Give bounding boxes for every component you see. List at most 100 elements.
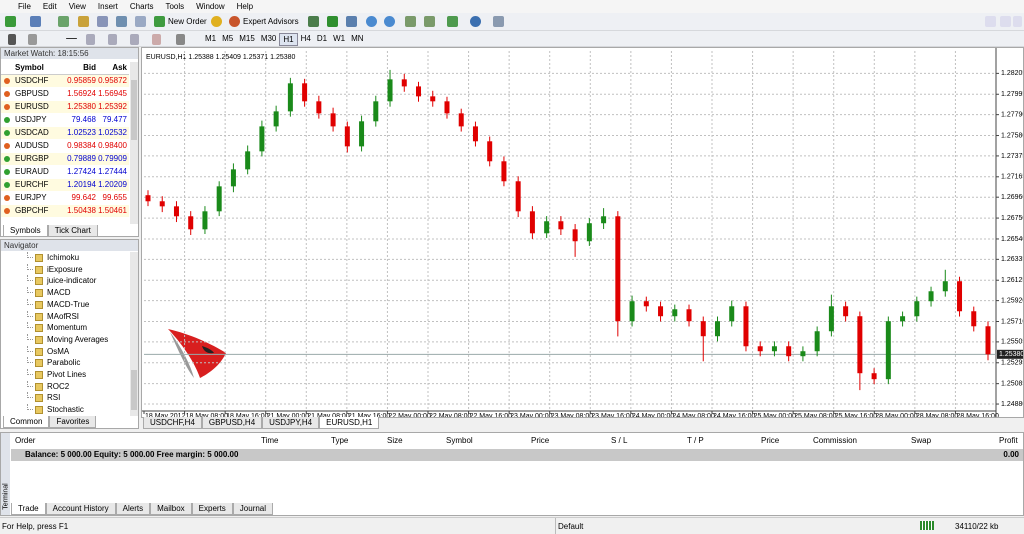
terminal-tab[interactable]: Trade [11,503,46,515]
expert-advisors-button[interactable]: Expert Advisors [243,17,299,26]
quote-row[interactable]: EURAUD 1.27424 1.27444 [1,166,129,178]
navigator-item[interactable]: Ichimoku [1,252,129,264]
panel-tab[interactable]: Tick Chart [47,225,98,237]
quote-icon [4,156,10,162]
chart-tab[interactable]: USDCHF,H4 [143,417,202,429]
timeframe-button[interactable]: D1 [316,34,328,43]
navigator-item[interactable]: Moving Averages [1,333,129,346]
metaeditor-icon[interactable] [211,16,222,27]
timeframe-button[interactable]: W1 [333,34,346,43]
profiles-icon[interactable] [30,16,41,27]
data-window-icon[interactable] [78,16,89,27]
zoom-out-icon[interactable] [384,16,395,27]
tile-icon[interactable] [405,16,416,27]
navigator-item[interactable]: OsMA [1,345,129,358]
timeframe-button[interactable]: M30 [260,34,277,43]
y-tick-label: 1.26125 [1001,277,1024,284]
quote-row[interactable]: USDJPY 79.468 79.477 [1,114,129,126]
templates-icon[interactable] [493,16,504,27]
navigator-tabs: Common Favorites [3,416,97,428]
arrows-tool[interactable] [176,34,185,45]
line-chart-icon[interactable] [346,16,357,27]
terminal-tab[interactable]: Mailbox [150,503,192,515]
quote-row[interactable]: GBPCHF 1.50438 1.50461 [1,205,129,217]
expert-advisors-icon[interactable] [229,16,240,27]
close-button[interactable] [1013,16,1022,27]
crosshair-tool[interactable] [28,34,37,45]
candle-body [344,126,350,147]
column-header: Commission [813,436,858,445]
hline-tool[interactable] [66,38,77,39]
menu-item[interactable]: Edit [42,2,57,11]
restore-button[interactable] [1000,16,1011,27]
menu-item[interactable]: View [68,2,86,11]
zoom-in-icon[interactable] [366,16,377,27]
menu-item[interactable]: Window [196,2,225,11]
tester-icon[interactable] [135,16,146,27]
channel-tool[interactable] [108,34,117,45]
quote-row[interactable]: EURJPY 99.642 99.655 [1,192,129,204]
candle-body [928,291,934,302]
text-tool[interactable] [152,34,161,45]
navigator-item[interactable]: MACD [1,287,129,299]
navigator-item[interactable]: Stochastic [1,404,129,414]
minimize-button[interactable] [985,16,996,27]
navigator-item[interactable]: ROC2 [1,380,129,393]
fibo-tool[interactable] [130,34,139,45]
scrollbar[interactable] [130,62,138,224]
quote-row[interactable]: AUDUSD 0.98384 0.98400 [1,140,129,152]
navigator-item[interactable]: MACD-True [1,298,129,311]
quote-row[interactable]: EURGBP 0.79889 0.79909 [1,153,129,165]
navigator-item[interactable]: Pivot Lines [1,369,129,381]
navigator-item[interactable]: juice-indicator [1,275,129,287]
trendline-tool[interactable] [86,34,95,45]
timeframe-button[interactable]: H1 [279,33,298,46]
bar-chart-icon[interactable] [308,16,319,27]
chart-tab[interactable]: EURUSD,H1 [319,417,380,429]
navigator-item[interactable]: Parabolic [1,357,129,369]
navigator-item[interactable]: Momentum [1,322,129,334]
new-order-icon[interactable] [154,16,165,27]
candle-body [529,211,535,234]
autoscroll-icon[interactable] [424,16,435,27]
candles-icon[interactable] [327,16,338,27]
cursor-tool[interactable] [8,34,16,45]
periods-icon[interactable] [470,16,481,27]
terminal-tab[interactable]: Alerts [115,503,151,515]
timeframe-button[interactable]: M1 [205,34,217,43]
chart-tab[interactable]: GBPUSD,H4 [201,417,263,429]
new-chart-icon[interactable] [5,16,16,27]
menu-item[interactable]: Insert [97,2,118,11]
quote-row[interactable]: USDCAD 1.02523 1.02532 [1,127,129,139]
timeframe-button[interactable]: H4 [300,34,311,43]
menu-item[interactable]: Charts [129,2,154,11]
quote-row[interactable]: GBPUSD 1.56924 1.56945 [1,88,129,100]
terminal-tab[interactable]: Account History [45,503,116,515]
chart-tab[interactable]: USDJPY,H4 [262,417,320,429]
quote-row[interactable]: EURUSD 1.25380 1.25392 [1,101,129,113]
market-watch-icon[interactable] [58,16,69,27]
timeframe-button[interactable]: M15 [239,34,255,43]
navigator-item[interactable]: MAofRSI [1,310,129,323]
indicators-icon[interactable] [447,16,458,27]
navigator-icon[interactable] [97,16,108,27]
quote-row[interactable]: USDCHF 0.95859 0.95872 [1,75,129,87]
panel-tab[interactable]: Common [3,416,50,428]
terminal-tab[interactable]: Journal [232,503,274,515]
terminal-tab[interactable]: Experts [191,503,233,515]
panel-tab[interactable]: Symbols [3,225,48,237]
quote-row[interactable]: EURCHF 1.20194 1.20209 [1,179,129,191]
candle-body [729,306,735,322]
y-tick-label: 1.26960 [1001,194,1024,201]
menu-item[interactable]: Tools [165,2,185,11]
menu-item[interactable]: File [18,2,31,11]
navigator-item[interactable]: iExposure [1,263,129,276]
scrollbar[interactable] [130,252,138,416]
terminal-icon[interactable] [116,16,127,27]
panel-tab[interactable]: Favorites [49,416,97,428]
timeframe-button[interactable]: MN [351,34,364,43]
new-order-button[interactable]: New Order [168,17,207,26]
navigator-item[interactable]: RSI [1,392,129,404]
timeframe-button[interactable]: M5 [222,34,234,43]
menu-item[interactable]: Help [236,2,254,11]
